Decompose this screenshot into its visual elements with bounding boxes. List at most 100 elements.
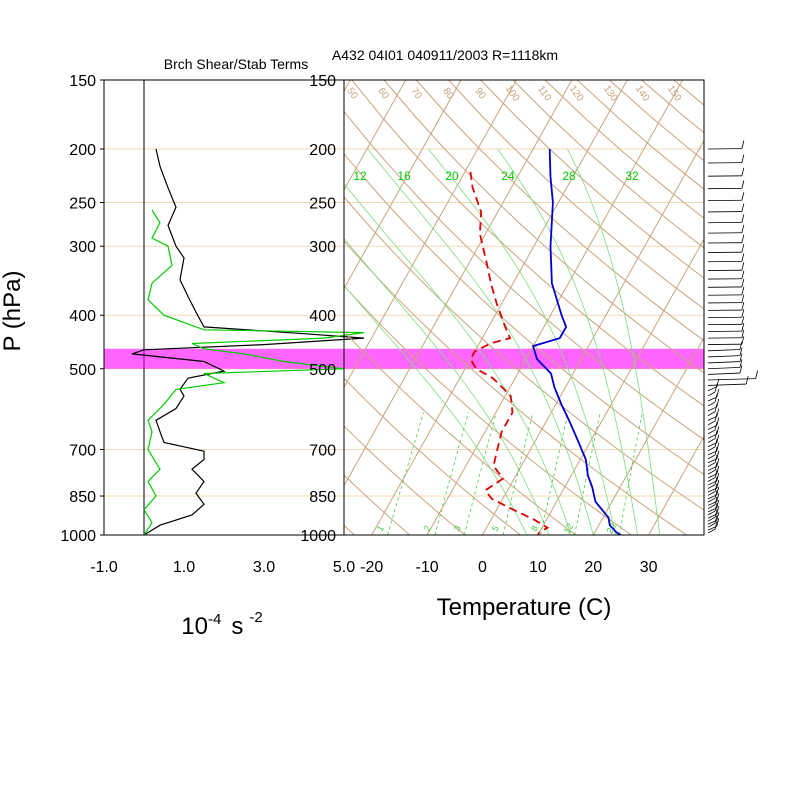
- wind-barb-shaft: [707, 378, 756, 381]
- wind-barb-flag: [741, 253, 745, 262]
- mixing-ratio-line-3: [463, 412, 497, 535]
- wind-barb-flag: [739, 353, 743, 362]
- wind-barb-flag: [741, 167, 745, 176]
- left-x-ticks: -1.0 1.0 3.0 5.0: [90, 559, 355, 576]
- dry-adiabat-300: [344, 285, 632, 535]
- left-band-rect: [104, 348, 344, 369]
- wind-barb-shaft: [707, 425, 717, 430]
- left-x-tick-label-1: 1.0: [173, 559, 195, 576]
- isotherm-30: [648, 435, 704, 535]
- mixing-ratio-line-20: [619, 412, 643, 535]
- dry-adiabat-label-4: 90: [472, 86, 488, 102]
- isotherm--40: [344, 80, 517, 389]
- wind-barb-shaft: [707, 522, 716, 528]
- left-y-tick-label-250: 250: [69, 196, 96, 213]
- left-chart-title: Brch Shear/Stab Terms: [164, 56, 308, 72]
- wind-barb-shaft: [707, 528, 716, 534]
- dry-adiabat-320: [344, 196, 704, 511]
- dry-adiabat-390: [480, 80, 704, 279]
- bottom-label-3: 5: [490, 524, 501, 533]
- moist-adiabat-24: [428, 148, 616, 535]
- mixing-ratio-line-12: [574, 412, 601, 535]
- wind-barb-flag: [741, 180, 745, 189]
- wind-barb-shaft: [707, 454, 716, 460]
- wind-barb-flag: [741, 192, 745, 201]
- wind-barb-shaft: [707, 372, 740, 375]
- wind-barb-flag: [716, 506, 720, 515]
- wind-barb-shaft: [707, 442, 717, 448]
- wind-barb-flag: [716, 493, 720, 502]
- isotherm-50: [759, 80, 800, 535]
- dry-adiabat-label-7: 120: [567, 84, 586, 104]
- left-y-tick-label-700: 700: [69, 442, 96, 459]
- left-x-axis-base: 10: [181, 613, 208, 640]
- wind-barb-shaft: [707, 406, 717, 412]
- bottom-label-6: 20: [605, 522, 619, 536]
- dry-adiabat-460: [706, 80, 800, 535]
- wind-barb-flag: [714, 421, 718, 431]
- wind-barb-flag: [716, 417, 720, 426]
- wind-barb-shaft: [707, 361, 740, 364]
- dry-adiabat-400: [512, 80, 704, 249]
- left-series-line-1: [143, 209, 365, 536]
- temperature-dewpoint-series: [469, 148, 622, 535]
- wind-barb-flag: [716, 473, 720, 482]
- wind-barb-flag: [714, 483, 718, 492]
- isotherm-0: [482, 139, 704, 535]
- left-highlight-band: [104, 348, 344, 369]
- right-x-tick-label-1: -10: [416, 559, 439, 576]
- wind-barb-flag: [741, 234, 745, 243]
- dry-adiabat-340: [344, 110, 704, 441]
- mixing-ratio-line-8: [540, 412, 569, 535]
- right-y-tick-label-500: 500: [309, 362, 336, 379]
- wind-barb-flag: [716, 458, 720, 467]
- left-series-line-0: [131, 148, 365, 536]
- wind-barb-flag: [741, 262, 745, 271]
- skew-t-grid: [344, 79, 704, 536]
- wind-barb-flag: [714, 438, 718, 447]
- dry-adiabat-230: [0, 80, 243, 535]
- wind-barb-flag: [714, 462, 718, 471]
- wind-barb-flag: [741, 323, 745, 332]
- left-y-ticks: 150 200 250 300 400 500 700 850 1000: [60, 73, 104, 545]
- profile-line-1: [469, 171, 550, 535]
- wind-barb-shaft: [707, 450, 717, 456]
- left-x-tick-label-2: 3.0: [253, 559, 275, 576]
- wind-barb-flag: [716, 408, 720, 417]
- right-y-tick-label-850: 850: [309, 489, 336, 506]
- isotherm-10: [537, 238, 704, 535]
- right-x-tick-label-4: 20: [584, 559, 602, 576]
- left-y-tick-label-150: 150: [69, 73, 96, 90]
- wind-barb-flag: [716, 486, 720, 495]
- left-y-tick-label-1000: 1000: [60, 528, 96, 545]
- wind-barb-flag: [741, 286, 745, 295]
- mixing-ratio-label-1: 16: [397, 169, 411, 183]
- right-chart-title: A432 04I01 040911/2003 R=1118km: [332, 47, 558, 63]
- profile-line-0: [531, 148, 622, 535]
- mixing-ratio-line-2: [434, 412, 469, 535]
- wind-barb-shaft: [707, 477, 716, 482]
- wind-barb-flag: [741, 329, 745, 338]
- dry-adiabat-label-3: 80: [440, 86, 456, 102]
- moist-adiabat-20: [367, 148, 594, 535]
- left-panel-frame: [103, 79, 345, 536]
- wind-barb-flag: [741, 244, 745, 253]
- wind-barb-flag: [741, 214, 745, 223]
- bottom-label-1: 2: [422, 524, 433, 533]
- right-y-tick-label-250: 250: [309, 196, 336, 213]
- left-x-axis-unit-exponent: -2: [249, 609, 262, 626]
- wind-barb-shaft: [707, 473, 717, 479]
- wind-barb-flag: [716, 518, 720, 527]
- right-x-tick-label-0: -20: [360, 559, 383, 576]
- dry-adiabat-370: [415, 80, 704, 342]
- wind-barb-shaft: [707, 420, 716, 426]
- wind-barb-flag: [741, 309, 745, 318]
- right-band-rect: [344, 348, 704, 369]
- bottom-label-0: 1: [375, 524, 386, 533]
- isotherm-20: [592, 336, 704, 535]
- moist-adiabat-12: [344, 237, 550, 535]
- left-panel-grid: [104, 79, 344, 536]
- wind-barbs: [707, 140, 758, 534]
